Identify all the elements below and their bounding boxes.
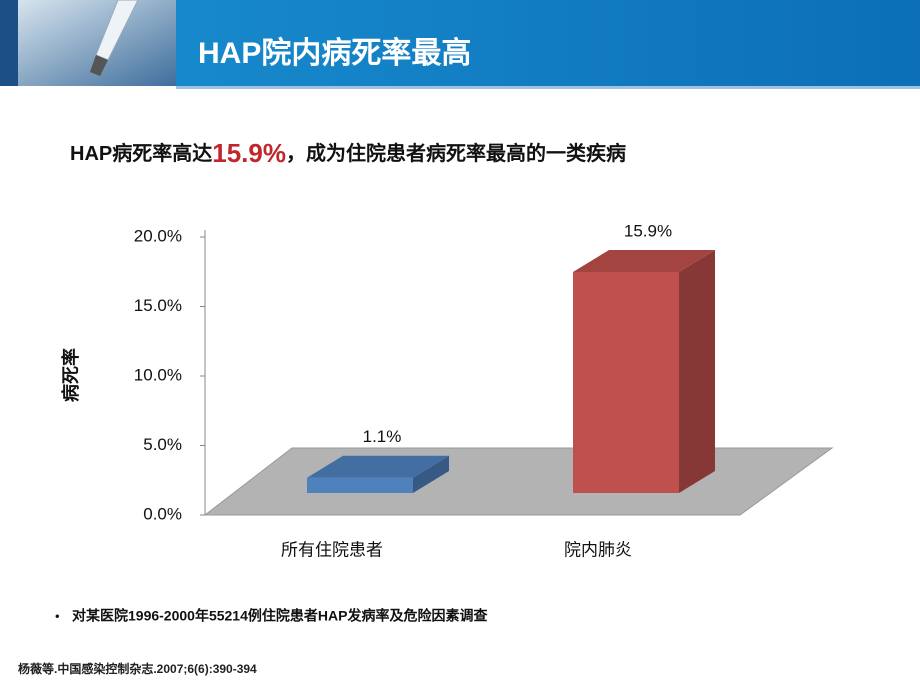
bar <box>573 271 679 493</box>
value-label: 15.9% <box>624 221 672 240</box>
bar-side <box>413 455 449 493</box>
syringe-icon <box>90 0 139 76</box>
subtitle-highlight: 15.9% <box>212 138 286 168</box>
value-label: 1.1% <box>363 427 402 446</box>
bar-top <box>573 249 715 272</box>
x-tick-label: 院内肺炎 <box>564 540 632 559</box>
header-image <box>0 0 176 86</box>
subtitle-text: ，成为住院患者病死率最高的一类疾病 <box>286 141 626 165</box>
y-tick-label: 0.0% <box>143 504 182 523</box>
subtitle-text: HAP病死率高达 <box>70 141 212 165</box>
footnote: 对某医院1996-2000年55214例住院患者HAP发病率及危险因素调查 <box>72 608 488 624</box>
bar-top <box>307 455 449 478</box>
header-image-edge <box>0 0 18 86</box>
y-tick-label: 15.0% <box>134 296 182 315</box>
x-tick-label: 所有住院患者 <box>281 540 383 559</box>
subtitle: HAP病死率高达15.9%，成为住院患者病死率最高的一类疾病 <box>70 138 626 168</box>
bar-side <box>679 249 715 493</box>
chart-floor <box>203 447 834 516</box>
y-tick-label: 10.0% <box>134 365 182 384</box>
reference: 杨薇等.中国感染控制杂志.2007;6(6):390-394 <box>18 661 257 676</box>
bar <box>307 477 413 493</box>
y-tick-label: 20.0% <box>134 226 182 245</box>
slide-title: HAP院内病死率最高 <box>198 36 471 70</box>
y-axis-label: 病死率 <box>60 348 81 402</box>
y-tick-label: 5.0% <box>143 435 182 454</box>
header-rule <box>176 86 920 89</box>
bullet: • <box>55 608 60 623</box>
chart: 病死率 0.0% 5.0% 10.0% 15.0% 20.0% 所有住院患者 1.1% 院内肺… <box>60 221 834 559</box>
